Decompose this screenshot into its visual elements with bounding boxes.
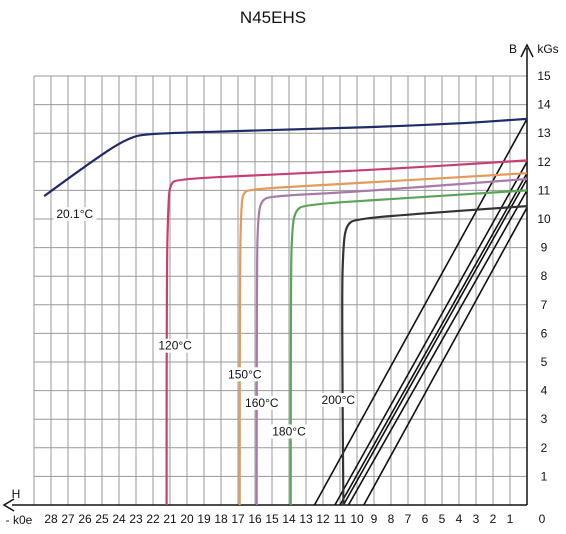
x-axis-arrow-icon <box>2 498 15 512</box>
curve-label: 150°C <box>228 367 262 381</box>
x-tick-label: 6 <box>422 512 429 526</box>
x-tick-label: 8 <box>388 512 395 526</box>
axes <box>2 43 534 512</box>
curve-label: 120°C <box>158 339 192 353</box>
curve-labels: 20.1°C 120°C 150°C 160°C 180°C 200°C <box>53 207 357 439</box>
x-tick-label: 4 <box>456 512 463 526</box>
x-tick-label: 24 <box>112 512 126 526</box>
curve-label-bg <box>319 393 357 408</box>
origin-tick-label: 0 <box>539 512 546 526</box>
x-tick-label: 21 <box>163 512 177 526</box>
x-tick-label: 10 <box>350 512 364 526</box>
y-tick-label: 9 <box>541 241 548 255</box>
load-line <box>342 178 528 506</box>
load-line <box>334 161 528 506</box>
demag-curve-series <box>255 177 528 506</box>
y-tick-label: 12 <box>537 155 551 169</box>
x-tick-label: 26 <box>78 512 92 526</box>
y-tick-label: 2 <box>541 441 548 455</box>
load-line <box>339 172 528 506</box>
load-lines <box>313 118 528 506</box>
x-tick-label: 18 <box>214 512 228 526</box>
demag-curve-series <box>341 205 528 506</box>
curve-label: 200°C <box>322 393 356 407</box>
x-tick-label: 16 <box>248 512 262 526</box>
demag-curve-series <box>165 159 528 506</box>
x-tick-label: 25 <box>95 512 109 526</box>
y-tick-label: 10 <box>537 212 551 226</box>
y-tick-label: 6 <box>541 326 548 340</box>
load-line <box>347 190 528 506</box>
curve-label: 180°C <box>272 425 306 439</box>
demag-curve-series <box>43 117 528 197</box>
y-axis-arrow-icon <box>520 43 534 58</box>
load-line <box>313 118 528 506</box>
y-tick-label: 13 <box>537 126 551 140</box>
demag-curve-series <box>289 189 528 506</box>
load-line <box>363 207 528 506</box>
y-tick-label: 8 <box>541 269 548 283</box>
x-tick-label: 7 <box>405 512 412 526</box>
x-tick-label: 15 <box>265 512 279 526</box>
y-tick-label: 14 <box>537 98 551 112</box>
y-tick-label: 11 <box>538 183 551 197</box>
x-tick-label: 5 <box>439 512 446 526</box>
x-tick-label: 28 <box>44 512 58 526</box>
x-tick-label: 12 <box>316 512 330 526</box>
x-tick-label: 23 <box>129 512 143 526</box>
curve-label-bg <box>156 338 194 353</box>
curve-label-bg <box>226 367 264 382</box>
demag-curves <box>43 117 528 506</box>
x-axis-symbol: H <box>12 487 21 501</box>
x-tick-label: 14 <box>282 512 296 526</box>
x-tick-label: 27 <box>61 512 75 526</box>
x-tick-label: 1 <box>507 512 514 526</box>
curve-label-bg <box>243 395 281 410</box>
chart-title: N45EHS <box>240 8 306 27</box>
demag-curve-series <box>238 172 528 506</box>
y-tick-label: 3 <box>541 412 548 426</box>
x-tick-label: 22 <box>146 512 160 526</box>
y-tick-label: 1 <box>541 469 548 483</box>
x-tick-label: 17 <box>231 512 245 526</box>
y-tick-label: 4 <box>541 384 548 398</box>
x-tick-label: 19 <box>197 512 211 526</box>
x-tick-label: 11 <box>334 512 347 526</box>
x-tick-label: 20 <box>180 512 194 526</box>
x-tick-label: 9 <box>371 512 378 526</box>
curve-label-bg <box>270 424 308 439</box>
curve-label: 160°C <box>245 396 279 410</box>
y-tick-label: 15 <box>537 69 551 83</box>
x-tick-label: 2 <box>490 512 497 526</box>
x-tick-label: 13 <box>299 512 313 526</box>
y-axis-symbol: B <box>509 42 517 56</box>
grid <box>33 75 527 505</box>
curve-label-bg <box>53 207 97 222</box>
y-tick-label: 7 <box>541 298 548 312</box>
curve-label: 20.1°C <box>56 207 93 221</box>
x-tick-label: 3 <box>473 512 480 526</box>
y-tick-label: 5 <box>541 355 548 369</box>
x-tick-labels: 28 27 26 25 24 23 22 21 20 19 18 17 16 15 14 13 12 11 10 9 8… <box>44 512 513 526</box>
y-axis-unit: kGs <box>537 42 558 56</box>
x-axis-unit: - k0e <box>6 513 33 527</box>
